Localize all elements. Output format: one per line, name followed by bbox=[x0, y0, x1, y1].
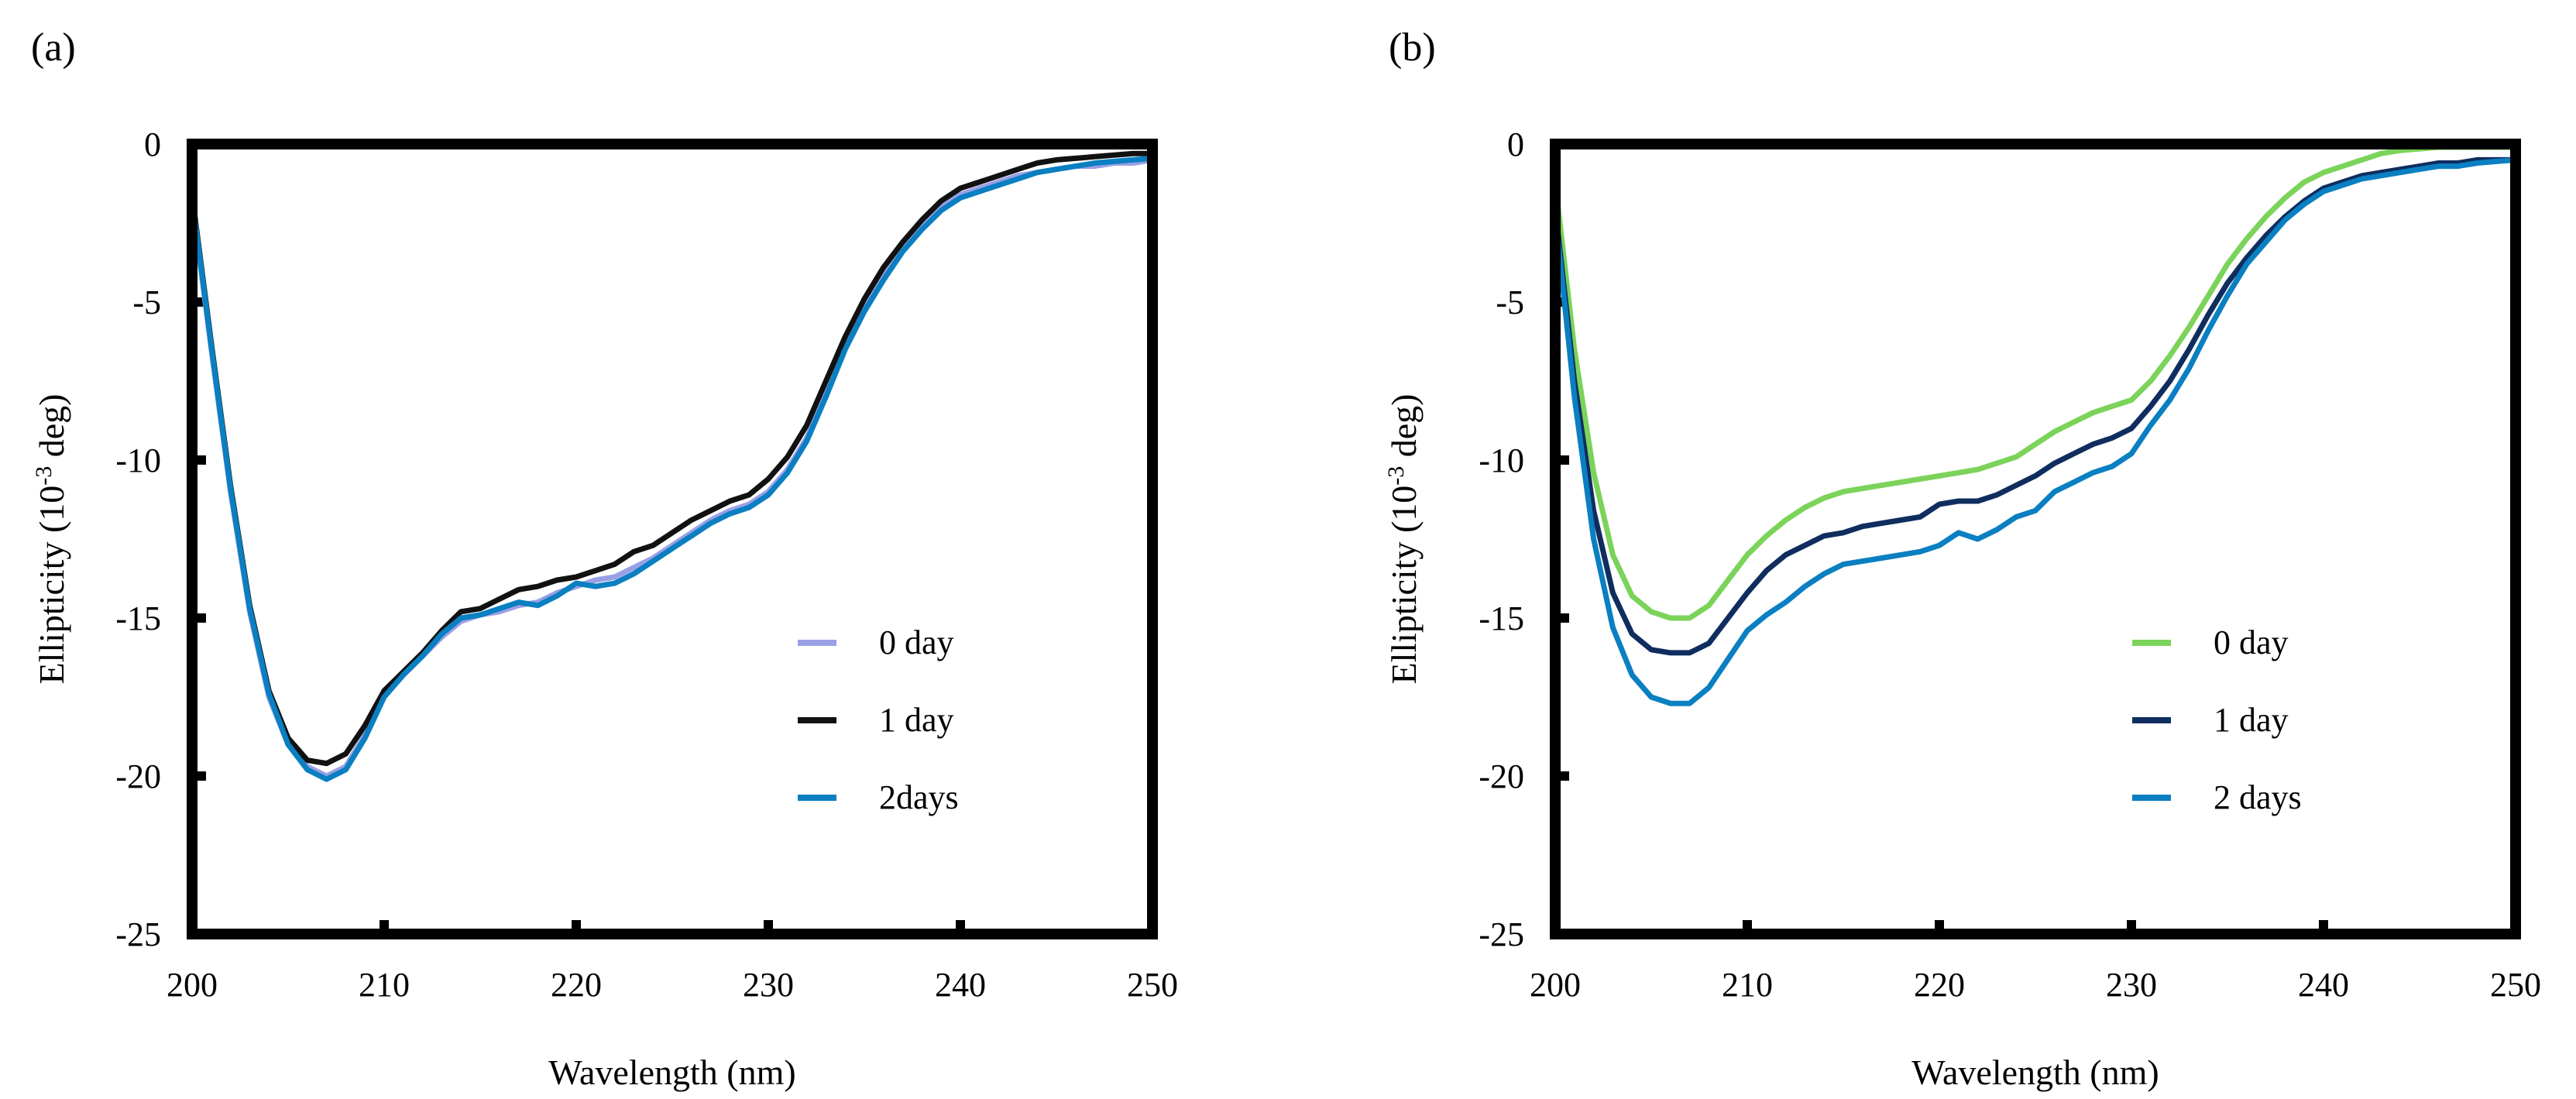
chart-panel-b: (b) 0 -5 -10 -15 -20 -25 200 210 220 230 240 250 W… bbox=[1288, 0, 2576, 1099]
x-tick-label-b-1: 210 bbox=[1722, 966, 1773, 1004]
chart-a-svg: (a) 0 -5 -10 -15 -20 -25 200 210 220 230 240 250 W… bbox=[31, 26, 1178, 1092]
legend-label-a-2: 2days bbox=[879, 778, 959, 816]
y-axis-title-a: Ellipticity (10-3 deg) bbox=[31, 393, 71, 684]
series-line-a-2 bbox=[189, 155, 1156, 782]
y-axis-title-sup-a: -3 bbox=[31, 466, 57, 486]
series-line-a-0 bbox=[189, 156, 1156, 779]
y-tick-label-a-3: -15 bbox=[115, 599, 161, 637]
legend-label-a-0: 0 day bbox=[879, 623, 954, 661]
y-axis-title-end-a: deg) bbox=[32, 393, 71, 465]
y-axis-title-b: Ellipticity (10-3 deg) bbox=[1383, 393, 1424, 684]
x-tick-label-a-5: 250 bbox=[1127, 966, 1178, 1004]
panel-label-a: (a) bbox=[31, 26, 76, 70]
legend-label-b-1: 1 day bbox=[2214, 701, 2289, 739]
legend-label-b-2: 2 days bbox=[2214, 778, 2302, 816]
chart-b-svg: (b) 0 -5 -10 -15 -20 -25 200 210 220 230 240 250 W… bbox=[1383, 26, 2541, 1092]
legend-label-b-0: 0 day bbox=[2214, 623, 2289, 661]
x-tick-label-a-0: 200 bbox=[167, 966, 218, 1004]
y-tick-label-b-3: -15 bbox=[1479, 599, 1524, 637]
x-tick-labels-a: 200 210 220 230 240 250 bbox=[167, 966, 1178, 1004]
series-line-b-1 bbox=[1552, 156, 2519, 656]
x-tick-label-b-3: 230 bbox=[2106, 966, 2157, 1004]
legend-b: 0 day 1 day 2 days bbox=[2132, 623, 2302, 816]
x-tick-label-b-4: 240 bbox=[2298, 966, 2349, 1004]
y-tick-labels-a: 0 -5 -10 -15 -20 -25 bbox=[115, 125, 161, 953]
y-tick-label-a-4: -20 bbox=[115, 757, 161, 795]
y-axis-title-sup-b: -3 bbox=[1383, 466, 1409, 486]
x-axis-title-b: Wavelength (nm) bbox=[1911, 1053, 2159, 1092]
y-axis-title-main-a: Ellipticity (10 bbox=[32, 486, 71, 685]
tick-marks-a bbox=[192, 297, 965, 934]
x-tick-label-b-2: 220 bbox=[1914, 966, 1965, 1004]
x-tick-label-a-1: 210 bbox=[359, 966, 410, 1004]
chart-panel-a: (a) 0 -5 -10 -15 -20 -25 200 210 220 230 240 250 W… bbox=[31, 26, 1178, 1092]
x-axis-title-a: Wavelength (nm) bbox=[548, 1053, 795, 1092]
y-tick-label-b-0: 0 bbox=[1507, 125, 1524, 163]
y-axis-title-end-b: deg) bbox=[1384, 393, 1424, 465]
y-tick-label-a-0: 0 bbox=[144, 125, 161, 163]
y-tick-label-b-1: -5 bbox=[1496, 283, 1524, 321]
x-tick-labels-b: 200 210 220 230 240 250 bbox=[1530, 966, 2541, 1004]
plot-frame-b bbox=[1550, 139, 2521, 939]
x-tick-label-a-3: 230 bbox=[743, 966, 794, 1004]
series-line-b-2 bbox=[1552, 156, 2519, 706]
x-tick-label-b-0: 200 bbox=[1530, 966, 1581, 1004]
y-axis-title-main-b: Ellipticity (10 bbox=[1384, 486, 1424, 685]
series-line-a-1 bbox=[189, 150, 1156, 767]
y-tick-labels-b: 0 -5 -10 -15 -20 -25 bbox=[1479, 125, 1524, 953]
plot-frame-a bbox=[187, 139, 1158, 939]
series-lines-b bbox=[1552, 144, 2519, 706]
panel-label-b: (b) bbox=[1389, 26, 1436, 70]
y-tick-label-a-5: -25 bbox=[115, 915, 161, 953]
legend-label-a-1: 1 day bbox=[879, 701, 954, 739]
y-tick-label-b-5: -25 bbox=[1479, 915, 1524, 953]
series-lines-a bbox=[189, 150, 1156, 782]
legend-a: 0 day 1 day 2days bbox=[798, 623, 959, 816]
y-tick-label-a-1: -5 bbox=[132, 283, 161, 321]
y-tick-label-a-2: -10 bbox=[115, 441, 161, 479]
x-tick-label-a-2: 220 bbox=[551, 966, 602, 1004]
series-line-b-0 bbox=[1552, 144, 2519, 621]
x-tick-label-a-4: 240 bbox=[935, 966, 986, 1004]
x-tick-label-b-5: 250 bbox=[2490, 966, 2541, 1004]
y-tick-label-b-2: -10 bbox=[1479, 441, 1524, 479]
y-tick-label-b-4: -20 bbox=[1479, 757, 1524, 795]
